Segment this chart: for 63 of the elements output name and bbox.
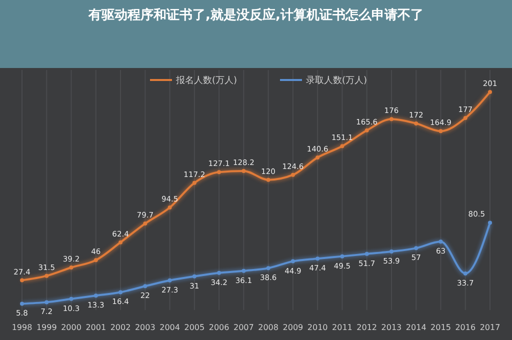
point: [438, 129, 443, 134]
x-tick-label: 2004: [160, 323, 180, 332]
x-tick-label: 2007: [234, 323, 254, 332]
point: [414, 246, 418, 250]
point: [389, 250, 394, 254]
point: [20, 302, 24, 306]
point: [340, 254, 344, 258]
x-tick-label: 2016: [455, 323, 476, 332]
x-tick-label: 2017: [480, 323, 500, 332]
x-tick-label: 2010: [307, 323, 328, 332]
point: [463, 116, 468, 120]
point: [192, 180, 196, 185]
point: [414, 121, 418, 126]
point: [488, 90, 492, 94]
point: [242, 168, 246, 173]
point: [44, 300, 49, 304]
point: [316, 156, 320, 160]
x-tick-label: 2015: [430, 323, 451, 332]
point: [438, 240, 443, 244]
x-tick-label: 1998: [12, 323, 32, 332]
point: [217, 170, 222, 174]
point: [143, 284, 148, 288]
point: [168, 206, 172, 210]
x-tick-label: 2000: [61, 323, 82, 332]
x-tick-label: 2005: [184, 323, 205, 332]
point: [290, 172, 295, 177]
point: [118, 240, 123, 244]
x-tick-label: 2011: [332, 323, 352, 332]
x-tick-label: 2001: [86, 323, 106, 332]
point: [20, 278, 24, 282]
legend-label: 录取人数(万人): [306, 75, 368, 86]
x-tick-label: 2003: [134, 323, 156, 332]
point: [217, 270, 222, 275]
point: [242, 268, 246, 273]
x-tick-label: 2006: [208, 323, 230, 332]
chart-title: 有驱动程序和证书了,就是没反应,计算机证书怎么申请不了: [87, 6, 424, 25]
point: [168, 278, 172, 282]
point: [118, 290, 123, 294]
point: [69, 296, 74, 301]
point: [364, 252, 369, 256]
x-tick-label: 2014: [406, 323, 426, 332]
point: [290, 259, 295, 264]
point: [94, 294, 98, 298]
point: [69, 265, 74, 270]
x-tick-label: 2009: [282, 323, 304, 332]
point: [94, 258, 98, 262]
point: [364, 128, 369, 132]
x-tick-label: 1999: [36, 323, 57, 332]
point: [192, 274, 196, 278]
point: [389, 117, 394, 122]
point: [316, 256, 320, 261]
x-tick-label: 2008: [258, 323, 278, 332]
x-tick-label: 2002: [110, 323, 131, 332]
point: [463, 271, 468, 276]
point: [44, 274, 49, 278]
point: [143, 222, 148, 226]
point: [488, 220, 492, 225]
x-tick-label: 2012: [356, 323, 378, 332]
point: [266, 266, 270, 270]
point: [340, 144, 344, 148]
point: [266, 178, 270, 182]
legend-label: 报名人数(万人): [175, 75, 238, 86]
x-tick-label: 2013: [381, 323, 402, 332]
